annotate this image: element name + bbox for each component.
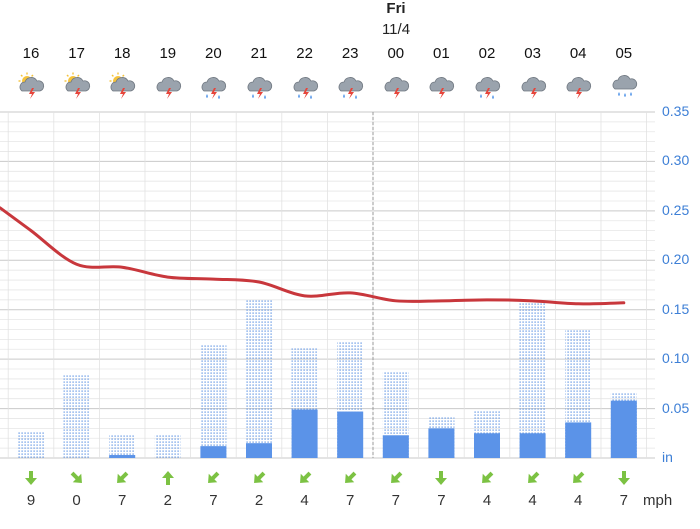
bar-expected-01	[428, 428, 455, 458]
thunderstorm-rain-icon	[290, 72, 320, 102]
y-tick-label: 0.05	[662, 399, 690, 416]
partly-sunny-thunderstorm-icon	[16, 72, 46, 102]
wind-speed-value: 4	[300, 492, 309, 509]
bar-expected-20	[200, 446, 227, 458]
y-tick-label: 0.35	[662, 103, 690, 119]
thunderstorm-icon	[426, 72, 456, 102]
bar-expected-22	[291, 409, 318, 458]
bar-probable-17	[63, 373, 90, 458]
thunderstorm-rain-icon	[472, 72, 502, 102]
wind-arrow-icon	[431, 470, 451, 486]
wind-speed-value: 4	[574, 492, 583, 509]
wind-arrow-icon	[340, 470, 360, 486]
hour-label-05: 05	[615, 45, 633, 62]
wind-speed-value: 2	[254, 492, 264, 509]
hour-label-17: 17	[68, 45, 85, 62]
bar-expected-02	[474, 433, 500, 458]
wind-arrow-icon	[295, 470, 315, 486]
bar-probable-03	[519, 301, 546, 458]
hour-label-18: 18	[113, 45, 131, 62]
hour-label-16: 16	[22, 45, 40, 62]
hour-label-19: 19	[159, 45, 177, 62]
thunderstorm-rain-icon	[244, 72, 274, 102]
thunderstorm-rain-icon	[198, 72, 228, 102]
hour-label-01: 01	[433, 45, 450, 62]
wind-speed-value: 7	[209, 492, 218, 509]
y-tick-label: 0.20	[662, 251, 690, 268]
wind-speed-value: 2	[163, 492, 172, 509]
wind-arrow-icon	[523, 470, 543, 486]
wind-speed-value: 9	[26, 492, 36, 509]
bar-expected-04	[565, 422, 592, 458]
wind-speed-value: 4	[482, 492, 492, 509]
thunderstorm-icon	[563, 72, 593, 102]
thunderstorm-rain-icon	[335, 72, 365, 102]
bar-expected-18	[109, 455, 136, 458]
y-tick-label: 0.30	[662, 152, 690, 169]
heavy-rain-icon	[609, 72, 639, 102]
hour-label-02: 02	[478, 45, 496, 62]
hour-label-21: 21	[250, 45, 268, 62]
wind-speed-value: 0	[72, 492, 81, 509]
day-header-fri: Fri	[386, 0, 406, 17]
thunderstorm-icon	[153, 72, 183, 102]
y-tick-label: in	[662, 449, 673, 465]
wind-arrow-icon	[614, 470, 634, 486]
wind-speed-value: 7	[118, 492, 127, 509]
wind-arrow-icon	[568, 470, 588, 486]
bar-probable-16	[18, 432, 44, 458]
bar-expected-21	[246, 443, 272, 458]
bar-expected-23	[337, 411, 364, 458]
wind-arrow-icon	[386, 470, 406, 486]
hour-label-23: 23	[341, 45, 359, 62]
wind-arrow-icon	[21, 470, 41, 486]
y-tick-label: 0.25	[662, 201, 690, 218]
thunderstorm-icon	[381, 72, 411, 102]
bar-probable-18	[109, 435, 136, 458]
trend-line	[0, 206, 626, 306]
bar-probable-20	[200, 344, 227, 458]
y-tick-label: 0.15	[662, 300, 690, 317]
y-tick-label: 0.10	[662, 350, 690, 367]
wind-arrow-icon	[158, 470, 178, 486]
hour-label-20: 20	[205, 45, 222, 62]
wind-arrow-icon	[67, 470, 87, 486]
thunderstorm-icon	[518, 72, 548, 102]
partly-sunny-thunderstorm-icon	[62, 72, 92, 102]
bar-probable-19	[154, 435, 181, 458]
wind-speed-value: 7	[391, 492, 400, 509]
hour-label-22: 22	[296, 45, 313, 62]
hour-label-04: 04	[569, 45, 587, 62]
wind-arrow-icon	[203, 470, 223, 486]
wind-unit-label: mph	[643, 492, 673, 509]
bar-expected-05	[610, 400, 637, 458]
wind-speed-value: 4	[528, 492, 537, 509]
wind-arrow-icon	[112, 470, 132, 486]
date-header: 11/4	[381, 21, 411, 38]
wind-speed-value: 7	[619, 492, 628, 509]
wind-speed-value: 7	[437, 492, 446, 509]
bar-expected-00	[382, 435, 409, 458]
bar-probable-21	[246, 299, 272, 458]
hour-label-00: 00	[387, 45, 405, 62]
hour-label-03: 03	[524, 45, 541, 62]
bar-expected-03	[519, 433, 546, 458]
wind-arrow-icon	[249, 470, 269, 486]
wind-speed-value: 7	[346, 492, 355, 509]
partly-sunny-thunderstorm-icon	[107, 72, 137, 102]
wind-arrow-icon	[477, 470, 497, 486]
